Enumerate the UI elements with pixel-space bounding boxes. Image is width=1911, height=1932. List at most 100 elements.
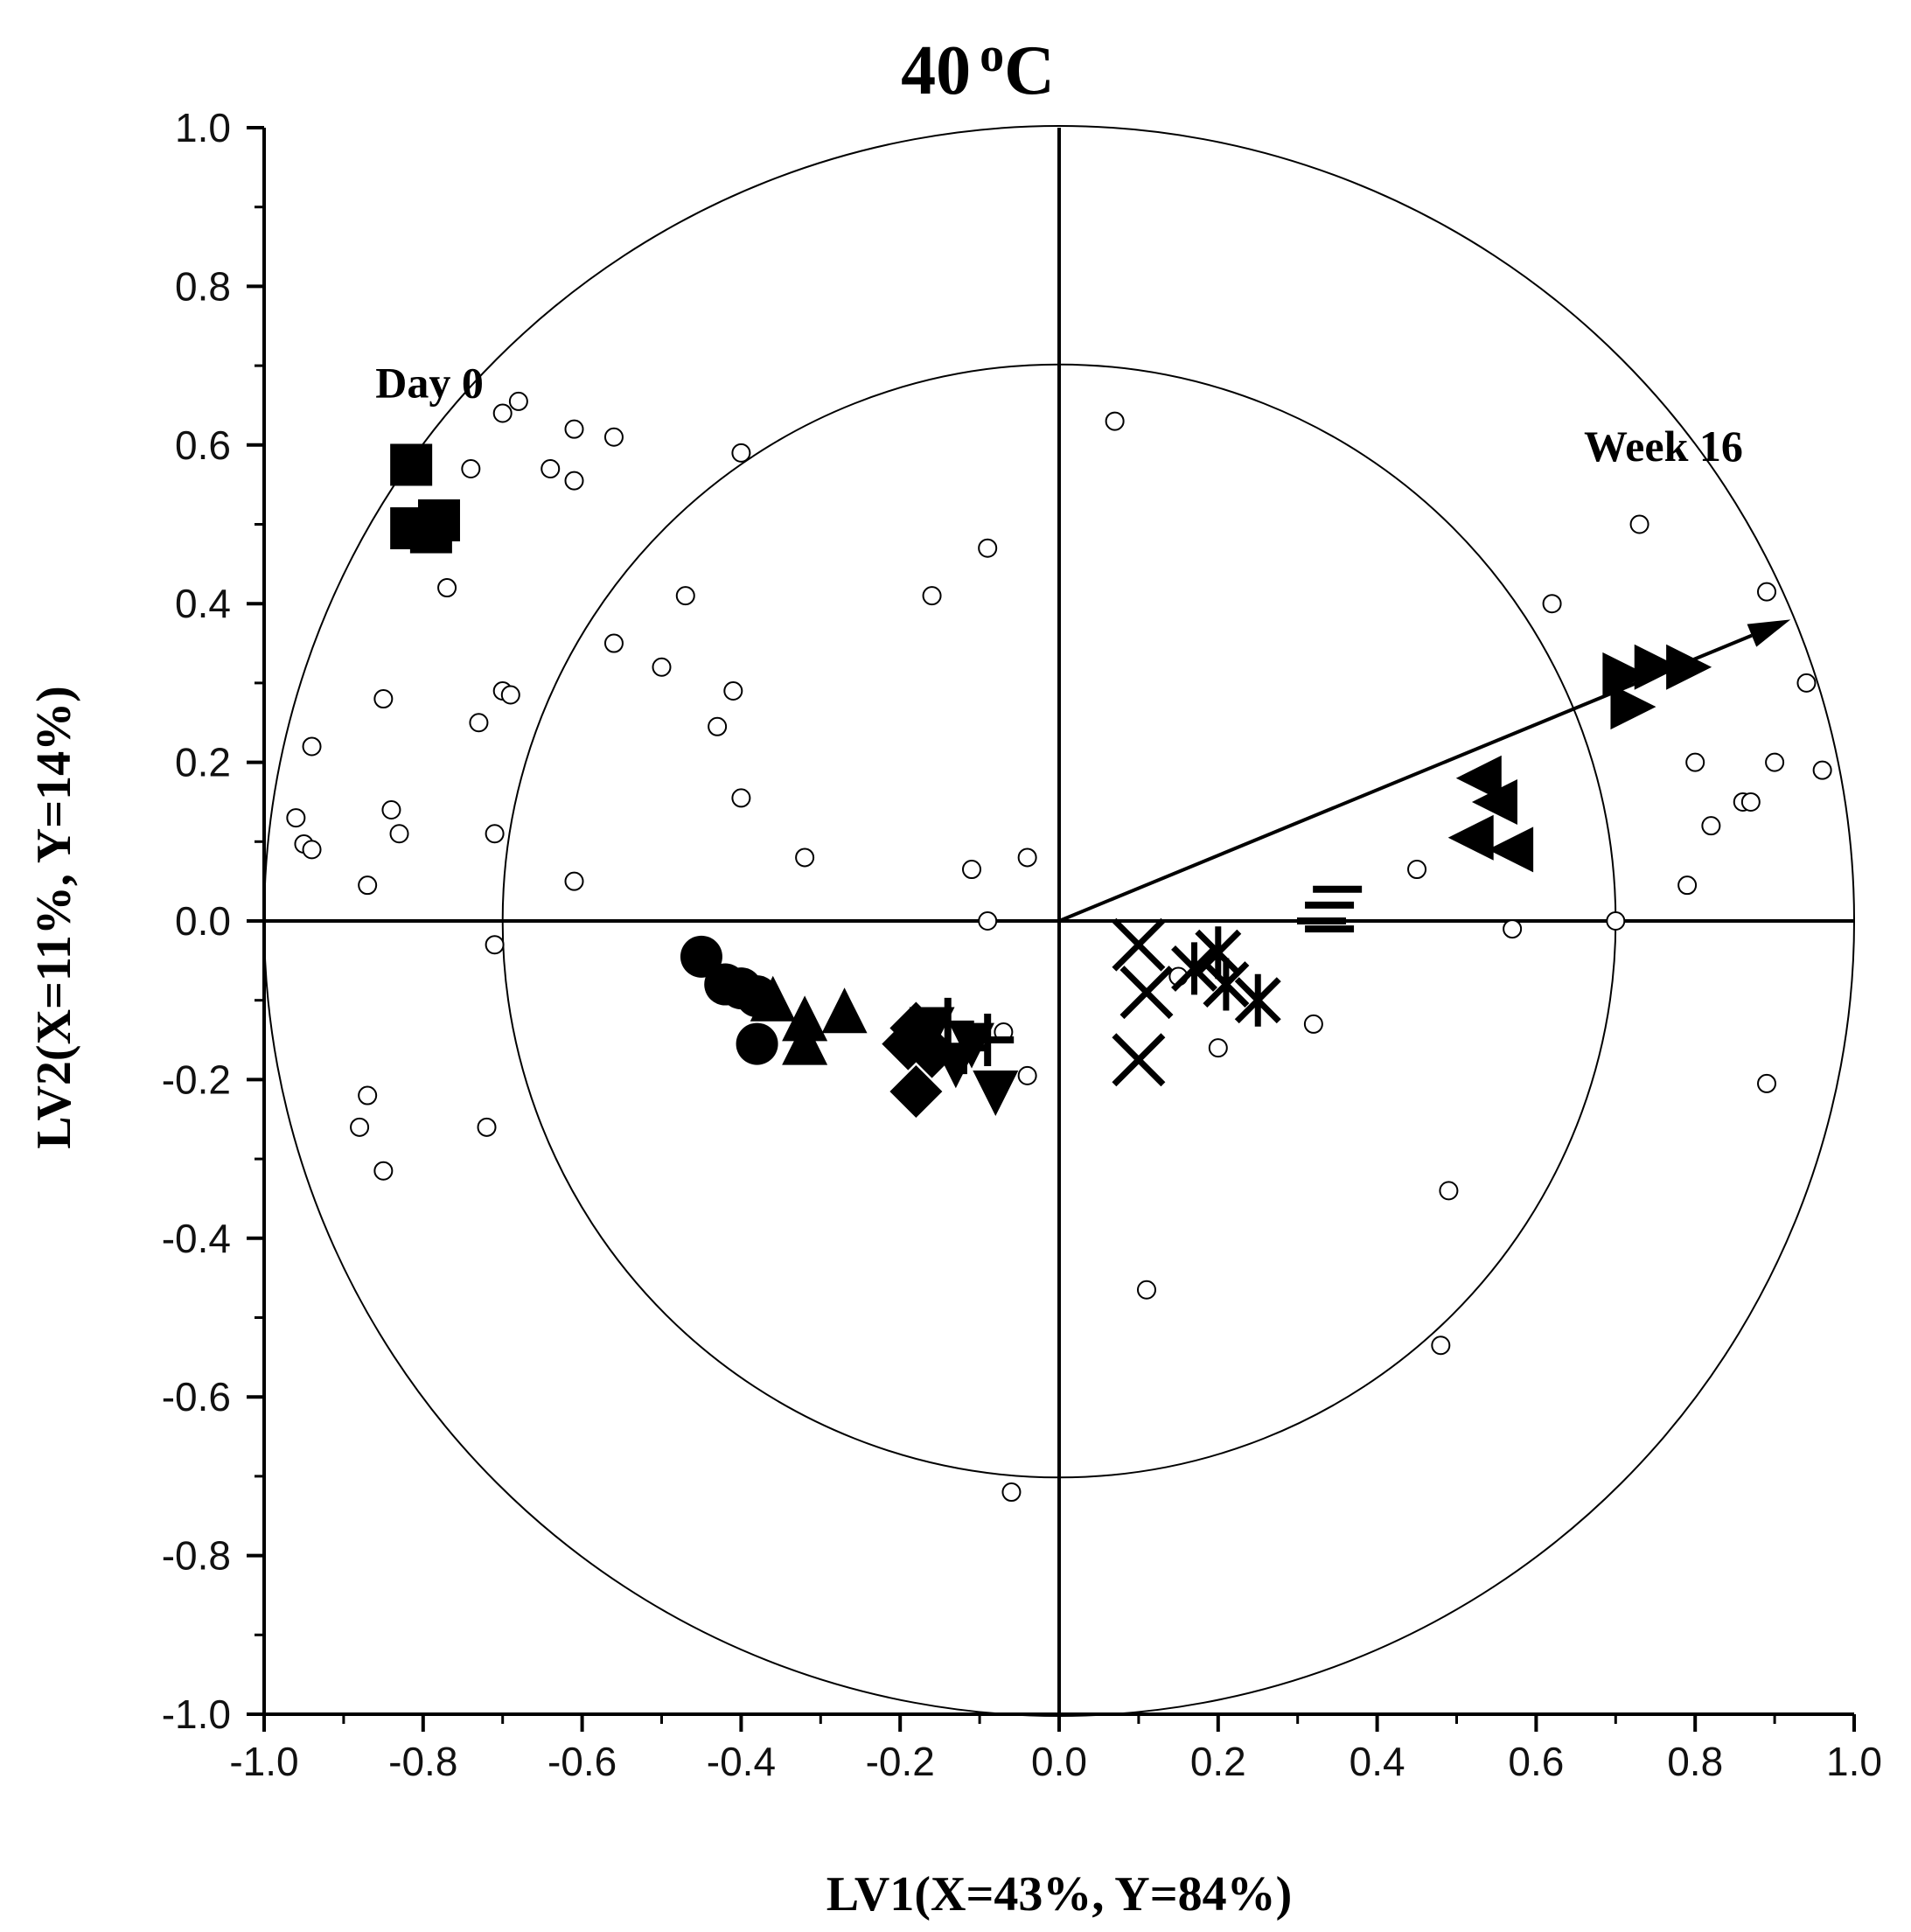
variable-point — [564, 419, 584, 439]
group-up-triangles — [750, 975, 868, 1065]
variable-point — [1136, 1280, 1156, 1300]
variable-point — [962, 860, 982, 880]
variable-point — [437, 578, 457, 598]
variable-point — [564, 871, 584, 891]
triangle-left-marker — [1455, 755, 1502, 801]
variable-point — [922, 586, 942, 606]
y-tick-label: 0.0 — [175, 898, 231, 944]
variable-point — [564, 471, 584, 491]
variable-point — [603, 633, 624, 653]
group-left-triangles — [1447, 755, 1534, 873]
variable-point — [1503, 919, 1523, 939]
triangle-up-marker — [821, 987, 868, 1034]
variable-point — [1812, 760, 1832, 780]
variable-point — [286, 808, 306, 828]
x-tick-label: -0.8 — [388, 1739, 457, 1784]
triangle-up-marker — [782, 995, 828, 1042]
group-x-marks — [1112, 917, 1174, 1087]
group-plus-marks — [921, 997, 1015, 1075]
variable-point — [1629, 514, 1649, 534]
triangle-right-marker — [1610, 684, 1656, 730]
y-tick-label: -0.4 — [162, 1216, 231, 1261]
trajectory-arrow-head — [1747, 619, 1791, 647]
variable-point — [389, 824, 409, 844]
square-marker — [390, 443, 433, 486]
y-tick-label: 0.4 — [175, 581, 231, 626]
variable-point — [461, 459, 481, 479]
group-asterisks — [1171, 926, 1281, 1027]
plus-marker — [937, 1022, 990, 1075]
variable-point — [1208, 1038, 1228, 1058]
variable-point — [373, 689, 394, 709]
asterisk-marker — [1203, 958, 1250, 1011]
triangle-left-marker — [1447, 814, 1494, 861]
variable-point — [1439, 1181, 1459, 1201]
variable-point — [1017, 1065, 1037, 1085]
x-tick-label: 0.0 — [1031, 1739, 1087, 1784]
variable-point — [1001, 1482, 1022, 1503]
asterisk-marker — [1195, 926, 1242, 980]
x-tick-label: 0.2 — [1190, 1739, 1246, 1784]
annotation-week-16: Week 16 — [1584, 422, 1743, 471]
variable-point — [302, 840, 322, 860]
plus-marker — [961, 1014, 1015, 1067]
variable-point — [381, 800, 401, 820]
variable-point — [485, 935, 505, 955]
variable-point — [1685, 752, 1705, 772]
variable-point — [1105, 411, 1125, 431]
asterisk-marker — [1234, 973, 1281, 1027]
triangle-right-marker — [1666, 644, 1712, 690]
x-tick-label: 0.6 — [1508, 1739, 1564, 1784]
variable-point — [485, 824, 505, 844]
x-tick-label: 0.8 — [1667, 1739, 1723, 1784]
group-circles — [680, 935, 778, 1065]
variable-point — [1677, 875, 1698, 896]
y-tick-label: -0.2 — [162, 1057, 231, 1102]
x-marker — [1112, 917, 1166, 972]
variable-point — [603, 427, 624, 447]
variable-point — [1431, 1336, 1451, 1356]
variable-point — [708, 716, 728, 736]
circle-marker — [680, 935, 722, 978]
x-tick-label: -0.2 — [866, 1739, 935, 1784]
variable-point — [500, 685, 520, 705]
x-tick-label: -0.6 — [547, 1739, 617, 1784]
y-axis-title: LV2(X=11%, Y=14%) — [27, 686, 81, 1148]
group-dashes — [1296, 885, 1363, 933]
annotation-day-0: Day 0 — [375, 358, 484, 407]
variable-point — [1701, 816, 1721, 836]
triangle-left-marker — [1488, 827, 1534, 873]
x-tick-label: 1.0 — [1826, 1739, 1882, 1784]
triangle-up-marker — [782, 1019, 828, 1065]
variable-point — [1407, 860, 1427, 880]
triangle-up-marker — [750, 975, 796, 1022]
y-tick-label: -0.8 — [162, 1533, 231, 1579]
triangle-down-marker — [909, 1007, 955, 1053]
variable-point — [1757, 582, 1777, 602]
variable-point — [978, 911, 998, 931]
y-tick-label: 0.2 — [175, 740, 231, 785]
variable-point — [1796, 673, 1817, 693]
variable-point — [350, 1117, 370, 1137]
circle-marker — [736, 1022, 778, 1065]
variable-point — [1303, 1014, 1323, 1034]
variable-point — [1740, 792, 1761, 812]
y-tick-label: -0.6 — [162, 1374, 231, 1419]
x-tick-label: 0.4 — [1350, 1739, 1405, 1784]
variable-point — [1765, 752, 1785, 772]
x-marker — [1112, 1033, 1166, 1087]
y-tick-label: 1.0 — [175, 105, 231, 150]
y-tick-label: 0.8 — [175, 263, 231, 309]
diamond-marker — [889, 1065, 943, 1119]
group-squares — [390, 443, 460, 554]
variable-point — [978, 538, 998, 558]
variable-point — [723, 680, 743, 701]
variable-point — [675, 586, 695, 606]
trajectory-arrow-line — [1058, 633, 1753, 923]
asterisk-marker — [1171, 942, 1218, 995]
variable-point — [477, 1117, 497, 1137]
variable-point — [358, 1085, 378, 1105]
triangle-down-marker — [973, 1071, 1019, 1117]
triangle-left-marker — [1471, 778, 1517, 825]
